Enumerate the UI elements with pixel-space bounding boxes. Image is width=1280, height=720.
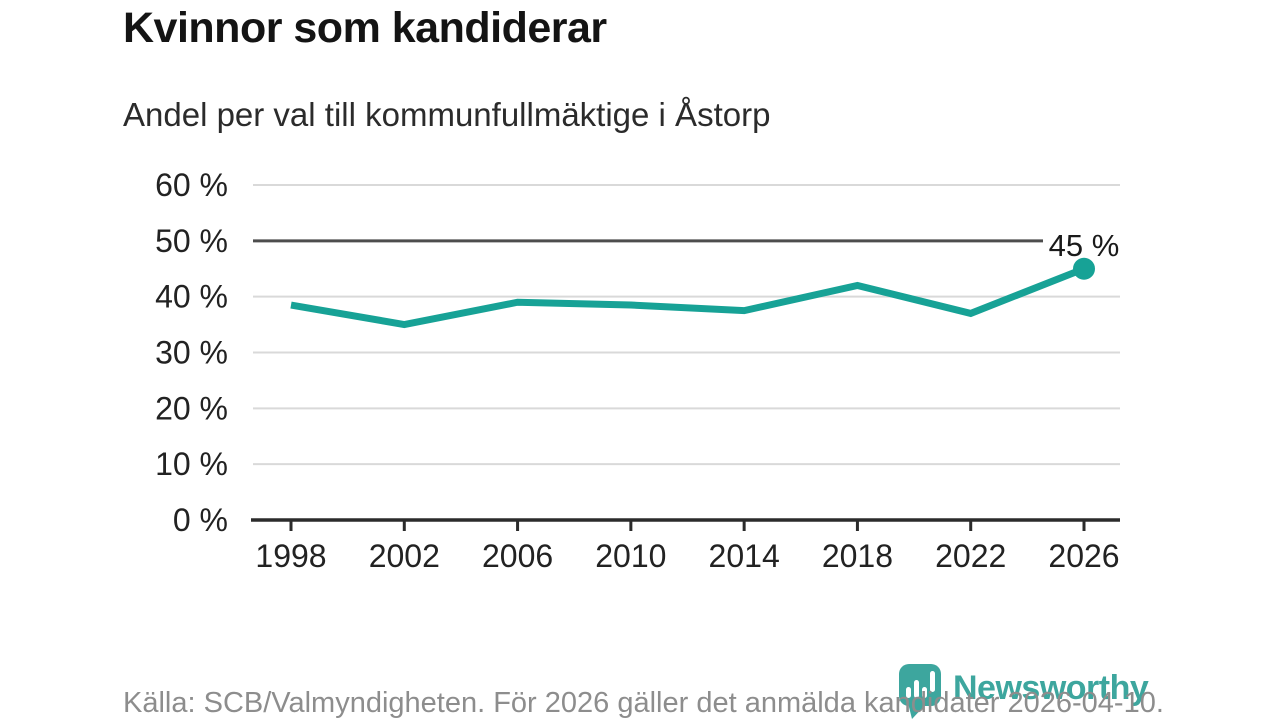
y-axis-tick-label: 20 % xyxy=(155,390,228,426)
y-axis-tick-label: 40 % xyxy=(155,279,228,315)
y-axis-tick-label: 60 % xyxy=(155,167,228,203)
x-axis-tick-label: 2010 xyxy=(595,538,666,574)
y-axis-tick-label: 10 % xyxy=(155,446,228,482)
newsworthy-logo-icon xyxy=(899,664,941,719)
newsworthy-logo: Newsworthy xyxy=(898,663,1149,720)
data-line xyxy=(290,265,1086,329)
x-axis-tick-label: 2006 xyxy=(482,538,553,574)
end-point-label-halo xyxy=(1043,227,1125,260)
chart-title: Kvinnor som kandiderar xyxy=(123,4,607,52)
newsworthy-wordmark: Newsworthy xyxy=(953,669,1149,707)
y-axis-tick-label: 0 % xyxy=(173,502,228,538)
y-axis-tick-label: 30 % xyxy=(155,335,228,371)
end-point-marker xyxy=(1073,257,1095,280)
x-axis-tick-label: 2018 xyxy=(822,538,893,574)
chart-subtitle: Andel per val till kommunfullmäktige i Å… xyxy=(123,96,771,133)
end-point-label: 45 % xyxy=(1049,228,1120,263)
source-note: Källa: SCB/Valmyndigheten. För 2026 gäll… xyxy=(123,687,1164,719)
y-axis-tick-label: 50 % xyxy=(155,223,228,259)
x-axis-tick-label: 2026 xyxy=(1048,538,1119,574)
x-axis-tick-label: 2022 xyxy=(935,538,1006,574)
x-axis-tick-label: 1998 xyxy=(255,538,326,574)
x-axis-tick-label: 2002 xyxy=(369,538,440,574)
x-axis-tick-label: 2014 xyxy=(709,538,780,574)
